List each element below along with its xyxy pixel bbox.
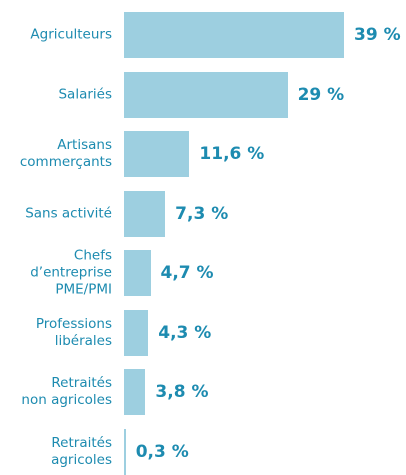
- value-label: 4,7 %: [160, 263, 214, 283]
- category-label: Salariés: [58, 86, 112, 102]
- category-label: Sans activité: [25, 205, 112, 221]
- bar: [124, 369, 146, 415]
- bar: [124, 12, 344, 58]
- value-label: 4,3 %: [158, 322, 212, 343]
- bar: [124, 428, 126, 475]
- category-label: Artisans commerçants: [19, 137, 112, 170]
- bar: [124, 71, 288, 118]
- bar: [124, 131, 190, 177]
- category-label: Retraités non agricoles: [21, 375, 112, 408]
- bar: [124, 250, 151, 296]
- bar: [124, 190, 166, 237]
- category-label: Retraités agricoles: [51, 434, 112, 468]
- category-label: Professions libérales: [35, 315, 112, 349]
- value-label: 11,6 %: [199, 144, 265, 164]
- category-label: Chefs d’entreprise PME/PMI: [30, 247, 112, 298]
- value-label: 29 %: [297, 84, 345, 105]
- value-label: 3,8 %: [155, 382, 209, 402]
- value-label: 0,3 %: [135, 441, 189, 462]
- value-label: 7,3 %: [175, 203, 229, 224]
- value-label: 39 %: [354, 25, 401, 45]
- category-label: Agriculteurs: [30, 26, 112, 43]
- bar: [124, 309, 149, 356]
